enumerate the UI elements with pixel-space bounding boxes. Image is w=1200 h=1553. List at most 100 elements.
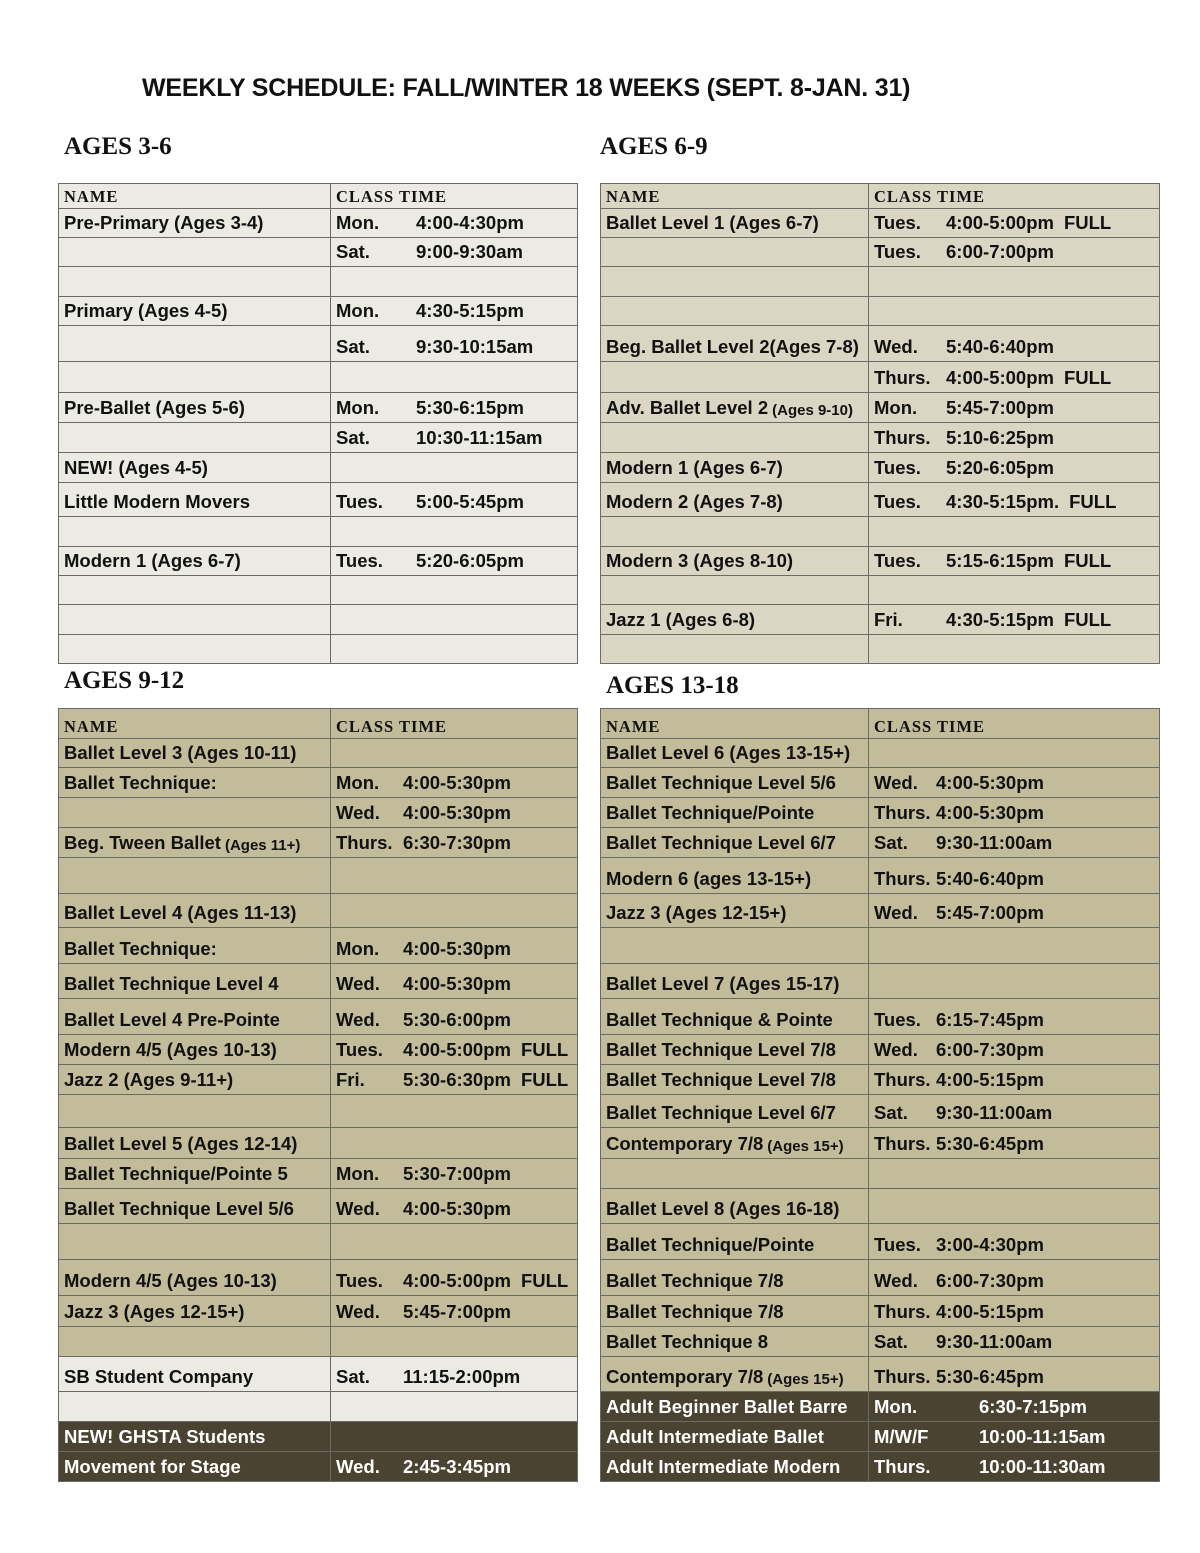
table-row: NEW! GHSTA Students — [59, 1421, 577, 1451]
class-time: 5:20-6:05pm — [416, 550, 524, 571]
class-name-cell: Ballet Technique Level 7/8 — [601, 1065, 869, 1094]
class-time: 6:00-7:30pm — [936, 1270, 1044, 1291]
class-day: Thurs. — [874, 427, 931, 448]
table-row: Modern 4/5 (Ages 10-13) Tues. 4:00-5:00pm F… — [59, 1259, 577, 1295]
class-day: Tues. — [874, 212, 921, 233]
class-name-cell — [601, 297, 869, 325]
class-time-cell: Sat. 9:30-11:00am — [869, 1095, 1159, 1127]
table-row: Ballet Technique/Pointe Tues. 3:00-4:30pm — [601, 1223, 1159, 1259]
table-row: Modern 1 (Ages 6-7) Tues. 5:20-6:05pm — [601, 452, 1159, 482]
column-header-name: NAME — [601, 709, 869, 738]
class-name: Modern 2 (Ages 7-8) — [606, 491, 783, 512]
class-name: Ballet Technique Level 6/7 — [606, 1102, 836, 1123]
class-name-cell: NEW! GHSTA Students — [59, 1422, 331, 1451]
class-time-cell: Thurs. 4:00-5:15pm — [869, 1065, 1159, 1094]
class-day: Mon. — [336, 772, 380, 793]
class-name-cell — [59, 267, 331, 296]
class-time: 4:00-5:30pm — [403, 1198, 511, 1219]
class-time-cell: Wed. 5:30-6:00pm — [331, 999, 577, 1034]
table-row: SB Student Company Sat. 11:15-2:00pm — [59, 1356, 577, 1391]
class-time: 10:00-11:15am — [979, 1426, 1106, 1447]
class-time: 4:00-5:30pm — [936, 802, 1044, 823]
class-day: Thurs. — [874, 802, 931, 823]
class-time: 5:30-6:45pm — [936, 1133, 1044, 1154]
class-time-cell: Thurs. 6:30-7:30pm — [331, 828, 577, 857]
table-row — [59, 1326, 577, 1356]
class-name: Ballet Technique Level 4 — [64, 973, 279, 994]
table-row — [59, 361, 577, 392]
table-row — [601, 516, 1159, 546]
class-time-cell — [331, 576, 577, 604]
table-row: Beg. Tween Ballet (Ages 11+) Thurs. 6:30-7:… — [59, 827, 577, 857]
class-time-cell — [869, 1189, 1159, 1223]
class-day: Wed. — [874, 902, 918, 923]
class-time-cell — [331, 858, 577, 893]
class-time-cell — [331, 1392, 577, 1421]
class-time-cell: Wed. 5:45-7:00pm — [869, 894, 1159, 927]
class-time: 5:30-6:00pm — [403, 1009, 511, 1030]
class-time-cell: M/W/F 10:00-11:15am — [869, 1422, 1159, 1451]
table-row: Sat. 10:30-11:15am — [59, 422, 577, 452]
class-time-cell: Tues. 4:30-5:15pm. FULL — [869, 483, 1159, 516]
class-time-cell: Wed. 5:45-7:00pm — [331, 1296, 577, 1326]
table-row: Thurs. 4:00-5:00pm FULL — [601, 361, 1159, 392]
class-time-cell — [331, 635, 577, 663]
table-row: Ballet Technique: Mon. 4:00-5:30pm — [59, 927, 577, 963]
class-day: Mon. — [336, 300, 380, 321]
class-time-cell — [331, 1095, 577, 1127]
class-full-badge: FULL — [1063, 212, 1112, 233]
table-row — [601, 266, 1159, 296]
table-row: Adult Beginner Ballet Barre Mon. 6:30-7:15… — [601, 1391, 1159, 1421]
class-time-cell: Mon. 5:30-7:00pm — [331, 1159, 577, 1188]
class-time-cell: Thurs. 5:30-6:45pm — [869, 1128, 1159, 1158]
class-name: Ballet Level 6 (Ages 13-15+) — [606, 742, 851, 763]
class-time: 5:30-6:15pm — [416, 397, 524, 418]
class-time: 5:30-6:30pm — [403, 1069, 511, 1090]
class-time-cell: Thurs. 4:00-5:15pm — [869, 1296, 1159, 1326]
table-row — [601, 1158, 1159, 1188]
class-name-cell: Modern 6 (ages 13-15+) — [601, 858, 869, 893]
class-name-cell: Ballet Technique Level 4 — [59, 964, 331, 998]
class-day: Wed. — [874, 1270, 918, 1291]
table-row: Adv. Ballet Level 2 (Ages 9-10) Mon. 5:45-7… — [601, 392, 1159, 422]
class-day: Sat. — [336, 336, 370, 357]
table-row: Thurs. 5:10-6:25pm — [601, 422, 1159, 452]
class-time: 5:20-6:05pm — [946, 457, 1054, 478]
class-name-cell: Ballet Technique/Pointe — [601, 798, 869, 827]
class-name-cell: Beg. Tween Ballet (Ages 11+) — [59, 828, 331, 857]
class-name-cell — [601, 267, 869, 296]
class-time: 4:00-5:15pm — [936, 1301, 1044, 1322]
class-time: 2:45-3:45pm — [403, 1456, 511, 1477]
class-name: Beg. Tween Ballet — [64, 832, 221, 853]
table-row: Ballet Technique 8 Sat. 9:30-11:00am — [601, 1326, 1159, 1356]
class-time: 4:00-5:15pm — [936, 1069, 1044, 1090]
class-time: 11:15-2:00pm — [403, 1366, 521, 1387]
table-row: Ballet Technique Level 4 Wed. 4:00-5:30pm — [59, 963, 577, 998]
class-name-cell: Jazz 1 (Ages 6-8) — [601, 605, 869, 634]
class-time-cell — [331, 1128, 577, 1158]
class-time-cell: Tues. 5:15-6:15pm FULL — [869, 547, 1159, 575]
class-day: Tues. — [336, 491, 383, 512]
class-time-cell: Sat. 9:00-9:30am — [331, 238, 577, 266]
class-time: 6:30-7:15pm — [979, 1396, 1087, 1417]
class-time-cell: Tues. 3:00-4:30pm — [869, 1224, 1159, 1259]
table-row: Pre-Ballet (Ages 5-6) Mon. 5:30-6:15pm — [59, 392, 577, 422]
class-time-cell: Sat. 9:30-10:15am — [331, 326, 577, 361]
class-name-cell — [59, 517, 331, 546]
class-time: 5:00-5:45pm — [416, 491, 524, 512]
table-row: Ballet Level 7 (Ages 15-17) — [601, 963, 1159, 998]
class-name-cell: Modern 4/5 (Ages 10-13) — [59, 1035, 331, 1064]
class-time: 5:45-7:00pm — [946, 397, 1054, 418]
class-time: 9:30-11:00am — [936, 1331, 1053, 1352]
class-name-cell — [59, 635, 331, 663]
class-full-badge: FULL — [1063, 367, 1112, 388]
class-name-cell: SB Student Company — [59, 1357, 331, 1391]
class-time: 9:30-10:15am — [416, 336, 534, 357]
class-name-cell: Ballet Technique 8 — [601, 1327, 869, 1356]
table-row: Ballet Technique & Pointe Tues. 6:15-7:45p… — [601, 998, 1159, 1034]
class-name-cell: Ballet Level 5 (Ages 12-14) — [59, 1128, 331, 1158]
table-row — [59, 634, 577, 663]
class-time: 4:00-5:30pm — [403, 938, 511, 959]
class-time-cell: Tues. 6:15-7:45pm — [869, 999, 1159, 1034]
class-time: 5:45-7:00pm — [403, 1301, 511, 1322]
